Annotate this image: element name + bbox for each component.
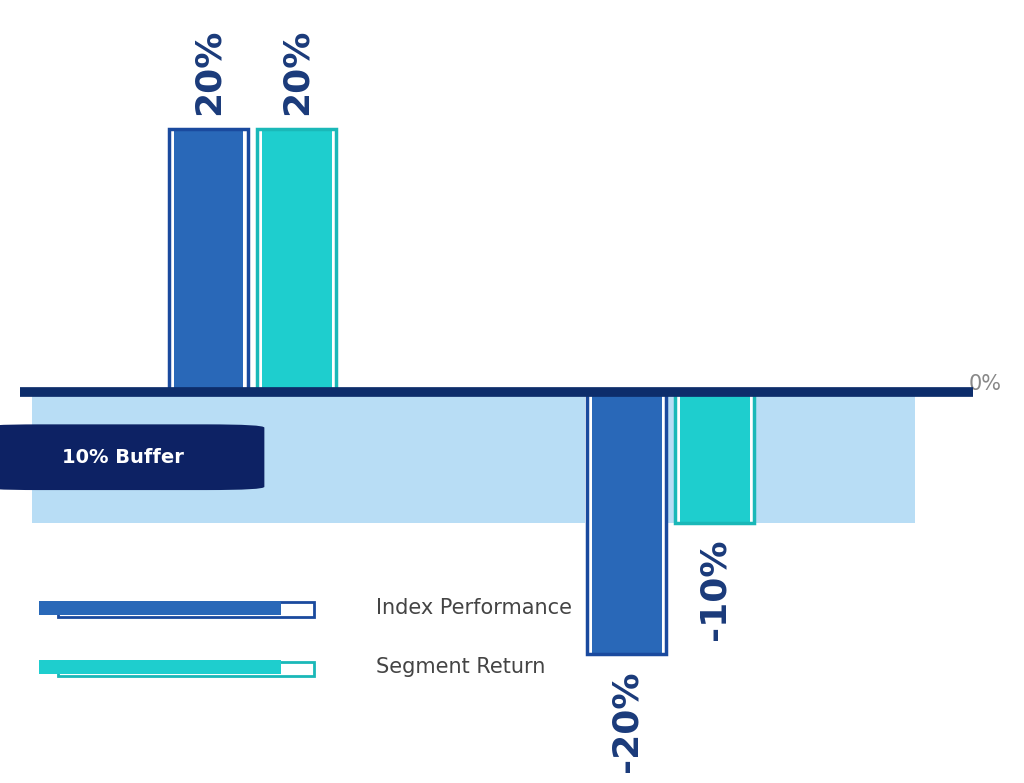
Bar	[174, 129, 244, 391]
Bar	[57, 662, 314, 676]
Text: 10% Buffer: 10% Buffer	[61, 448, 183, 467]
Bar	[674, 392, 757, 527]
Bar	[167, 128, 250, 392]
Bar	[680, 392, 750, 523]
Bar	[57, 602, 314, 617]
Bar	[676, 392, 755, 523]
Text: -10%: -10%	[698, 539, 732, 640]
Bar	[39, 660, 281, 674]
Bar	[256, 128, 338, 392]
Bar	[262, 129, 332, 391]
Bar	[257, 128, 336, 392]
Bar	[39, 601, 281, 615]
Text: Index Performance: Index Performance	[376, 598, 571, 618]
FancyBboxPatch shape	[0, 424, 264, 490]
Text: 20%: 20%	[280, 29, 314, 116]
Text: -20%: -20%	[609, 670, 644, 771]
Text: 0%: 0%	[968, 373, 1001, 394]
Bar	[169, 128, 248, 392]
Bar	[32, 392, 914, 523]
Bar	[592, 392, 662, 655]
Text: Segment Return: Segment Return	[376, 657, 545, 677]
Text: 20%: 20%	[191, 29, 225, 116]
Bar	[587, 392, 667, 655]
Bar	[586, 392, 668, 659]
